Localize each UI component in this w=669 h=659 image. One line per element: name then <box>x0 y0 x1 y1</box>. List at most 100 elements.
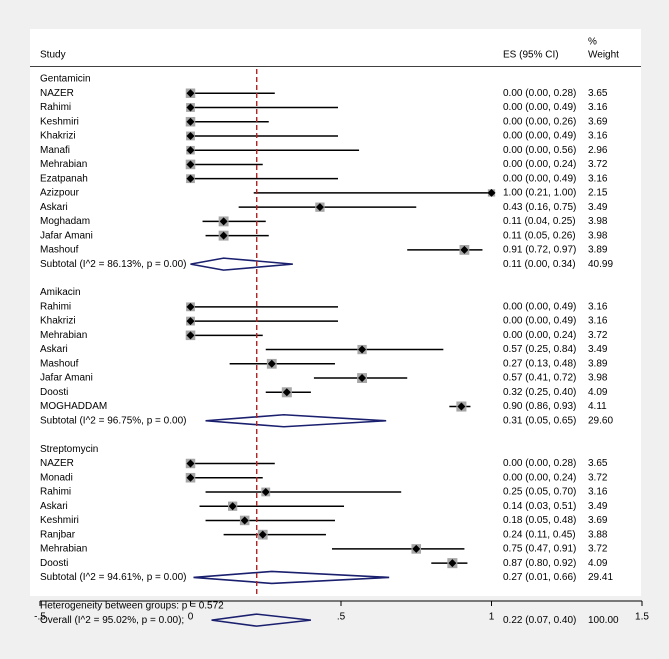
study-weight: 3.16 <box>588 173 608 184</box>
point-estimate <box>186 146 195 155</box>
study-ci-text: 0.43 (0.16, 0.75) <box>503 202 576 213</box>
study-ci-text: 0.00 (0.00, 0.24) <box>503 159 576 170</box>
study-weight: 3.16 <box>588 301 608 312</box>
header-weight-percent: % <box>588 37 597 48</box>
study-ci-text: 0.25 (0.05, 0.70) <box>503 487 576 498</box>
study-label: Rahimi <box>40 487 71 498</box>
study-ci-text: 0.00 (0.00, 0.49) <box>503 131 576 142</box>
overall-weight: 100.00 <box>588 615 619 626</box>
study-label: Moghadam <box>40 216 90 227</box>
study-weight: 3.88 <box>588 529 608 540</box>
point-estimate <box>219 217 228 226</box>
study-label: Keshmiri <box>40 515 79 526</box>
header-weight: Weight <box>588 50 619 61</box>
study-weight: 3.72 <box>588 544 608 555</box>
study-label: Mehrabian <box>40 159 87 170</box>
study-weight: 3.49 <box>588 202 608 213</box>
point-estimate <box>186 117 195 126</box>
study-weight: 3.49 <box>588 501 608 512</box>
subtotal-weight: 40.99 <box>588 259 613 270</box>
study-weight: 4.09 <box>588 387 608 398</box>
study-ci-text: 0.00 (0.00, 0.28) <box>503 458 576 469</box>
subtotal-diamond <box>205 413 387 428</box>
point-estimate <box>186 459 195 468</box>
study-weight: 3.49 <box>588 344 608 355</box>
x-tick-label: .5 <box>337 612 346 623</box>
study-ci-text: 0.87 (0.80, 0.92) <box>503 558 576 569</box>
study-label: Rahimi <box>40 102 71 113</box>
point-estimate <box>186 103 195 112</box>
rows-layer: Study ES (95% CI)% Weight Gentamicin NAZER 0.… <box>30 37 641 627</box>
point-estimate <box>186 331 195 340</box>
group-label: Gentamicin <box>40 74 91 85</box>
study-label: Ranjbar <box>40 529 76 540</box>
heterogeneity-text: Heterogeneity between groups: p = 0.572 <box>40 601 224 612</box>
subtotal-diamond <box>193 570 390 585</box>
study-weight: 3.72 <box>588 159 608 170</box>
subtotal-weight: 29.60 <box>588 415 613 426</box>
study-weight: 3.69 <box>588 116 608 127</box>
point-estimate <box>282 388 291 397</box>
study-ci-text: 1.00 (0.21, 1.00) <box>503 188 576 199</box>
point-estimate <box>267 359 276 368</box>
point-estimate <box>219 231 228 240</box>
study-ci-text: 0.57 (0.41, 0.72) <box>503 373 576 384</box>
study-ci-text: 0.24 (0.11, 0.45) <box>503 529 576 540</box>
study-label: Mashouf <box>40 245 79 256</box>
study-label: Ezatpanah <box>40 173 88 184</box>
study-ci-text: 0.91 (0.72, 0.97) <box>503 245 576 256</box>
header-es: ES (95% CI) <box>503 50 559 61</box>
point-estimate <box>358 345 367 354</box>
subtotal-label: Subtotal (I^2 = 94.61%, p = 0.00) <box>40 572 186 583</box>
subtotal-ci-text: 0.31 (0.05, 0.65) <box>503 415 576 426</box>
study-weight: 3.72 <box>588 472 608 483</box>
study-label: Mashouf <box>40 358 79 369</box>
study-weight: 3.16 <box>588 487 608 498</box>
group-label: Streptomycin <box>40 444 98 455</box>
x-tick-label: 0 <box>188 612 194 623</box>
overall-diamond <box>211 613 311 627</box>
study-label: MOGHADDAM <box>40 401 107 412</box>
study-ci-text: 0.00 (0.00, 0.24) <box>503 472 576 483</box>
study-ci-text: 0.27 (0.13, 0.48) <box>503 358 576 369</box>
study-label: Jafar Amani <box>40 373 93 384</box>
point-estimate <box>487 188 496 197</box>
point-estimate <box>186 174 195 183</box>
study-weight: 3.16 <box>588 316 608 327</box>
study-weight: 3.98 <box>588 373 608 384</box>
point-estimate <box>186 317 195 326</box>
study-ci-text: 0.00 (0.00, 0.49) <box>503 102 576 113</box>
study-weight: 3.69 <box>588 515 608 526</box>
study-label: Khakrizi <box>40 316 76 327</box>
point-estimate <box>448 559 457 568</box>
subtotal-ci-text: 0.11 (0.00, 0.34) <box>503 259 576 270</box>
point-estimate <box>460 245 469 254</box>
point-estimate <box>228 502 237 511</box>
point-estimate <box>261 487 270 496</box>
point-estimate <box>358 374 367 383</box>
study-ci-text: 0.00 (0.00, 0.49) <box>503 301 576 312</box>
subtotal-label: Subtotal (I^2 = 86.13%, p = 0.00) <box>40 259 186 270</box>
subtotal-weight: 29.41 <box>588 572 613 583</box>
study-label: Khakrizi <box>40 131 76 142</box>
point-estimate <box>315 203 324 212</box>
study-ci-text: 0.18 (0.05, 0.48) <box>503 515 576 526</box>
header-study: Study <box>40 50 66 61</box>
study-label: Monadi <box>40 472 73 483</box>
study-weight: 2.15 <box>588 188 608 199</box>
subtotal-label: Subtotal (I^2 = 96.75%, p = 0.00) <box>40 415 186 426</box>
study-weight: 3.16 <box>588 131 608 142</box>
study-weight: 3.16 <box>588 102 608 113</box>
point-estimate <box>457 402 466 411</box>
study-ci-text: 0.32 (0.25, 0.40) <box>503 387 576 398</box>
study-label: Doosti <box>40 558 68 569</box>
overall-ci-text: 0.22 (0.07, 0.40) <box>503 615 576 626</box>
study-ci-text: 0.00 (0.00, 0.49) <box>503 316 576 327</box>
subtotal-ci-text: 0.27 (0.01, 0.66) <box>503 572 576 583</box>
study-ci-text: 0.00 (0.00, 0.56) <box>503 145 576 156</box>
point-estimate <box>186 473 195 482</box>
study-label: Askari <box>40 344 68 355</box>
study-weight: 3.65 <box>588 88 608 99</box>
study-weight: 3.98 <box>588 216 608 227</box>
